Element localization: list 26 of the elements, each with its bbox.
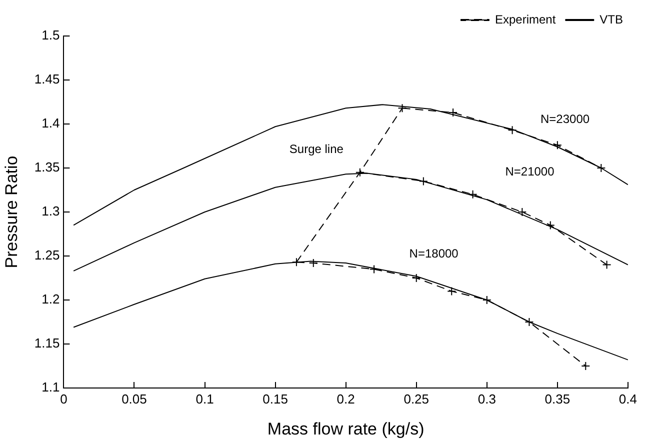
y-tick-label: 1.2 [42,292,60,307]
x-axis-title: Mass flow rate (kg/s) [267,419,424,438]
x-tick-label: 0.1 [196,391,214,406]
x-tick-label: 0.4 [618,391,638,406]
y-tick-label: 1.5 [42,28,60,43]
x-tick-label: 0.25 [404,391,430,406]
annotation: Surge line [289,142,344,156]
y-tick-label: 1.25 [34,248,60,263]
y-tick-label: 1.35 [34,160,60,175]
y-tick-label: 1.15 [34,336,60,351]
y-tick-label: 1.1 [42,380,60,395]
y-tick-label: 1.4 [42,116,60,131]
legend-label: Experiment [494,12,556,26]
y-axis-title: Pressure Ratio [2,156,21,268]
annotation: N=21000 [505,164,555,179]
x-tick-label: 0.35 [544,391,570,406]
x-tick-label: 0.3 [478,391,496,406]
x-tick-label: 0 [60,391,68,406]
legend-label: VTB [600,12,624,26]
x-tick-label: 0.2 [336,391,355,406]
x-tick-label: 0.15 [262,391,288,406]
x-tick-label: 0.05 [122,391,147,406]
y-tick-label: 1.45 [34,72,60,87]
annotation: N=18000 [409,246,459,261]
y-tick-label: 1.3 [42,204,60,219]
annotation: N=23000 [540,112,590,126]
